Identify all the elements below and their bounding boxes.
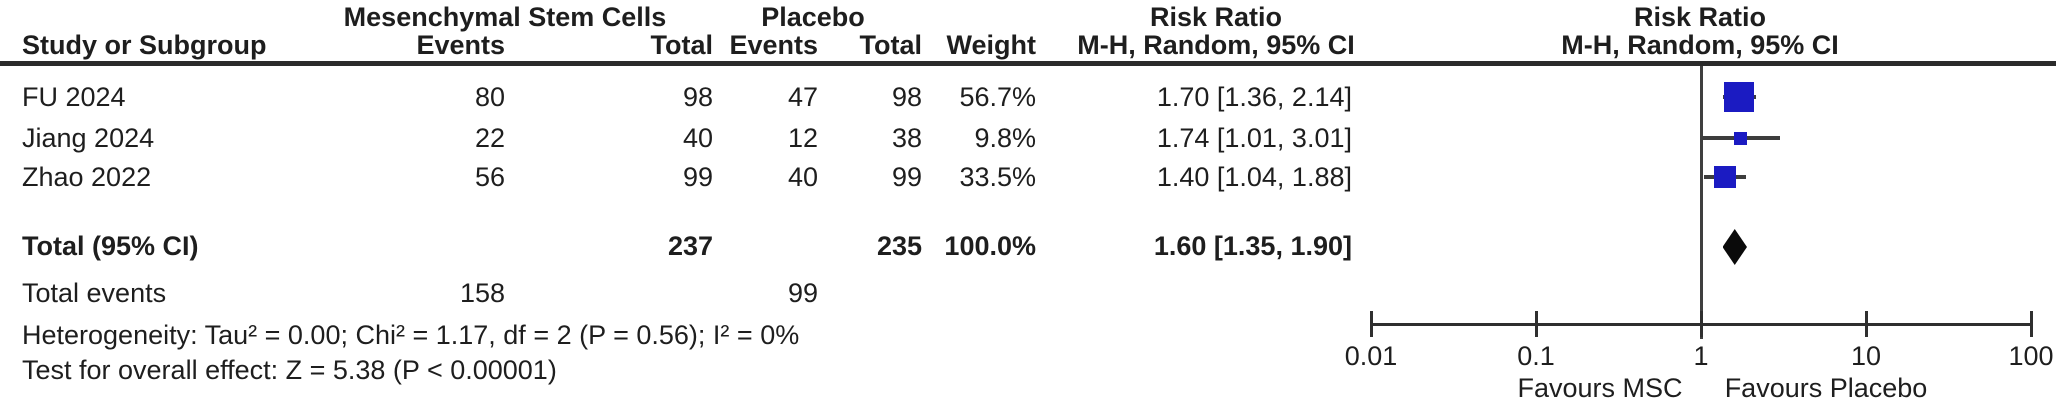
total-risk-ratio: 1.60 [1.35, 1.90] [1153,231,1352,261]
group-header-control: Placebo [761,2,865,32]
axis-tick [1535,311,1538,337]
axis-tick [1865,311,1868,337]
weight-value: 33.5% [959,162,1036,192]
total-experimental: 40 [682,123,713,153]
study-name: Zhao 2022 [22,162,152,192]
study-name: Jiang 2024 [22,123,155,153]
total-weight: 100.0% [944,231,1036,261]
group-header-experimental: Mesenchymal Stem Cells [343,2,667,32]
risk-ratio-value: 1.70 [1.36, 2.14] [1156,82,1352,112]
col-header-study: Study or Subgroup [22,30,267,60]
header-divider-rule [0,61,2056,66]
total-n-control: 235 [876,231,922,261]
heterogeneity-stats: Heterogeneity: Tau² = 0.00; Chi² = 1.17,… [22,320,800,350]
weight-value: 56.7% [959,82,1036,112]
axis-tick-label: 0.01 [1344,341,1398,371]
total-control: 38 [891,123,922,153]
risk-ratio-value: 1.40 [1.04, 1.88] [1156,162,1352,192]
total-events-experimental: 158 [459,278,505,308]
study-square [1714,166,1737,188]
axis-tick-label: 1 [1693,341,1709,371]
axis-tick [1370,311,1373,337]
axis-tick-label: 100 [2008,341,2054,371]
study-square [1724,82,1755,112]
pooled-diamond [1722,229,1747,265]
total-n-experimental: 237 [667,231,713,261]
col-header-method-right: M-H, Random, 95% CI [1561,30,1839,60]
weight-value: 9.8% [974,123,1036,153]
axis-tick-label: 10 [1850,341,1882,371]
study-name: FU 2024 [22,82,126,112]
events-experimental: 56 [474,162,505,192]
col-header-total-experimental: Total [650,30,714,60]
total-label: Total (95% CI) [22,231,199,261]
favours-left-label: Favours MSC [1517,373,1683,401]
events-control: 40 [787,162,818,192]
col-header-weight: Weight [946,30,1037,60]
axis-tick [1700,311,1703,337]
study-square [1734,131,1748,145]
total-experimental: 99 [682,162,713,192]
risk-ratio-header-left: Risk Ratio [1149,2,1283,32]
risk-ratio-value: 1.74 [1.01, 3.01] [1156,123,1352,153]
total-experimental: 98 [682,82,713,112]
total-control: 99 [891,162,922,192]
col-header-total-control: Total [859,30,923,60]
axis-tick [2030,311,2033,337]
events-experimental: 80 [474,82,505,112]
total-control: 98 [891,82,922,112]
total-events-control: 99 [787,278,818,308]
favours-right-label: Favours Placebo [1724,373,1928,401]
col-header-method-left: M-H, Random, 95% CI [1077,30,1355,60]
events-experimental: 22 [474,123,505,153]
col-header-events-control: Events [729,30,818,60]
risk-ratio-header-right: Risk Ratio [1633,2,1767,32]
total-events-label: Total events [22,278,167,308]
events-control: 47 [787,82,818,112]
null-effect-line [1700,66,1703,339]
events-control: 12 [787,123,818,153]
axis-tick-label: 0.1 [1517,341,1555,371]
col-header-events-experimental: Events [416,30,505,60]
overall-effect-stats: Test for overall effect: Z = 5.38 (P < 0… [22,355,557,385]
